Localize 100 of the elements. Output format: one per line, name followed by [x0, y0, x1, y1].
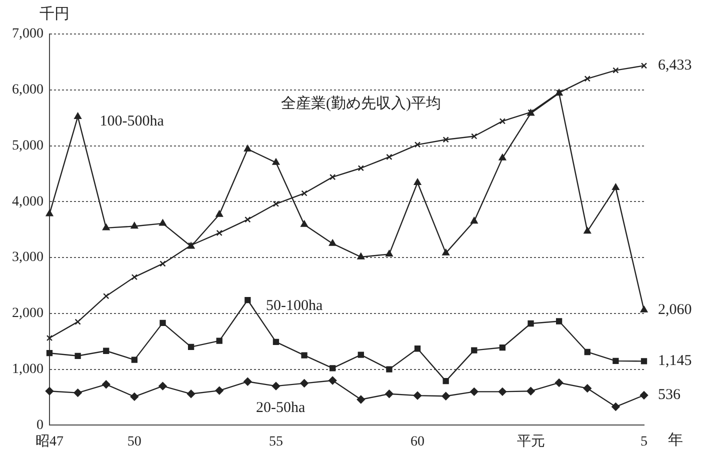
point — [357, 252, 365, 260]
point — [470, 388, 478, 396]
point — [102, 224, 110, 230]
series-label: 20-50ha — [256, 400, 306, 416]
y-tick-label: 1,000 — [12, 362, 44, 377]
point — [272, 200, 280, 207]
point — [356, 395, 366, 404]
point — [640, 62, 648, 69]
point — [471, 133, 478, 140]
point — [103, 293, 110, 300]
point — [300, 220, 308, 227]
point — [74, 352, 81, 359]
y-tick-label: 2,000 — [12, 306, 44, 322]
point — [130, 222, 138, 229]
point — [328, 376, 337, 385]
point — [584, 348, 590, 356]
point — [386, 366, 392, 372]
point — [584, 76, 590, 82]
y-axis-title: 千円 — [40, 5, 70, 22]
x-tick-label: 5 — [640, 434, 648, 450]
series-label: 100-500ha — [100, 114, 164, 130]
point — [442, 136, 449, 143]
point — [46, 350, 53, 356]
point — [244, 378, 252, 386]
point — [102, 380, 110, 389]
y-tick-label: 3,000 — [12, 250, 44, 266]
point — [160, 320, 166, 326]
point — [160, 260, 166, 267]
point — [301, 352, 308, 358]
point — [216, 210, 223, 217]
point — [612, 402, 620, 411]
x-tick-label: 昭47 — [36, 434, 64, 450]
x-tick-label: 50 — [127, 434, 142, 450]
point — [442, 392, 450, 400]
point — [358, 165, 364, 172]
point — [413, 391, 422, 400]
point — [244, 145, 252, 152]
point — [414, 178, 422, 186]
point — [526, 387, 535, 396]
series-label: 全産業(勤め先収入)平均 — [280, 94, 441, 112]
data-label: 2,060 — [658, 302, 692, 318]
point — [74, 318, 81, 325]
point — [328, 239, 336, 246]
point — [471, 347, 478, 354]
point — [640, 391, 648, 400]
data-label: 6,433 — [658, 58, 692, 74]
point — [499, 118, 506, 124]
point — [215, 386, 224, 395]
point — [74, 112, 82, 120]
y-tick-label: 6,000 — [12, 82, 44, 98]
point — [216, 338, 222, 344]
point — [584, 227, 592, 234]
point — [216, 230, 222, 236]
point — [74, 388, 82, 397]
series-label: 50-100ha — [266, 298, 323, 314]
point — [386, 154, 392, 160]
point — [46, 334, 53, 342]
x-axis-title: 年 — [668, 432, 683, 449]
point — [186, 390, 196, 398]
point — [470, 217, 478, 224]
point — [272, 382, 280, 390]
point — [244, 296, 251, 304]
point — [556, 318, 562, 324]
point — [612, 358, 619, 364]
point — [45, 387, 54, 396]
point — [554, 378, 564, 387]
point — [583, 384, 592, 392]
point — [442, 378, 449, 384]
point — [130, 392, 139, 401]
y-tick-label: 5,000 — [12, 138, 44, 154]
point — [442, 248, 450, 256]
y-tick-label: 0 — [36, 418, 44, 433]
point — [188, 344, 194, 350]
point — [612, 67, 619, 74]
y-tick-label: 4,000 — [12, 194, 44, 210]
data-label: 1,145 — [658, 353, 692, 370]
point — [301, 190, 308, 196]
point — [330, 174, 336, 180]
point — [330, 365, 336, 372]
point — [498, 388, 507, 396]
data-label: 536 — [658, 387, 681, 404]
point — [640, 306, 648, 312]
x-tick-label: 55 — [268, 434, 283, 450]
point — [131, 274, 138, 280]
point — [499, 344, 506, 351]
point — [272, 158, 280, 165]
y-tick-label: 7,000 — [12, 26, 44, 42]
point — [158, 382, 167, 390]
point — [300, 379, 308, 388]
point — [272, 338, 280, 346]
point — [159, 219, 166, 226]
point — [244, 216, 251, 223]
point — [386, 250, 393, 257]
x-tick-label: 平元 — [516, 434, 545, 450]
point — [414, 346, 421, 352]
point — [528, 320, 534, 327]
point — [498, 154, 506, 160]
point — [46, 210, 54, 216]
point — [612, 184, 620, 190]
point — [385, 390, 394, 398]
